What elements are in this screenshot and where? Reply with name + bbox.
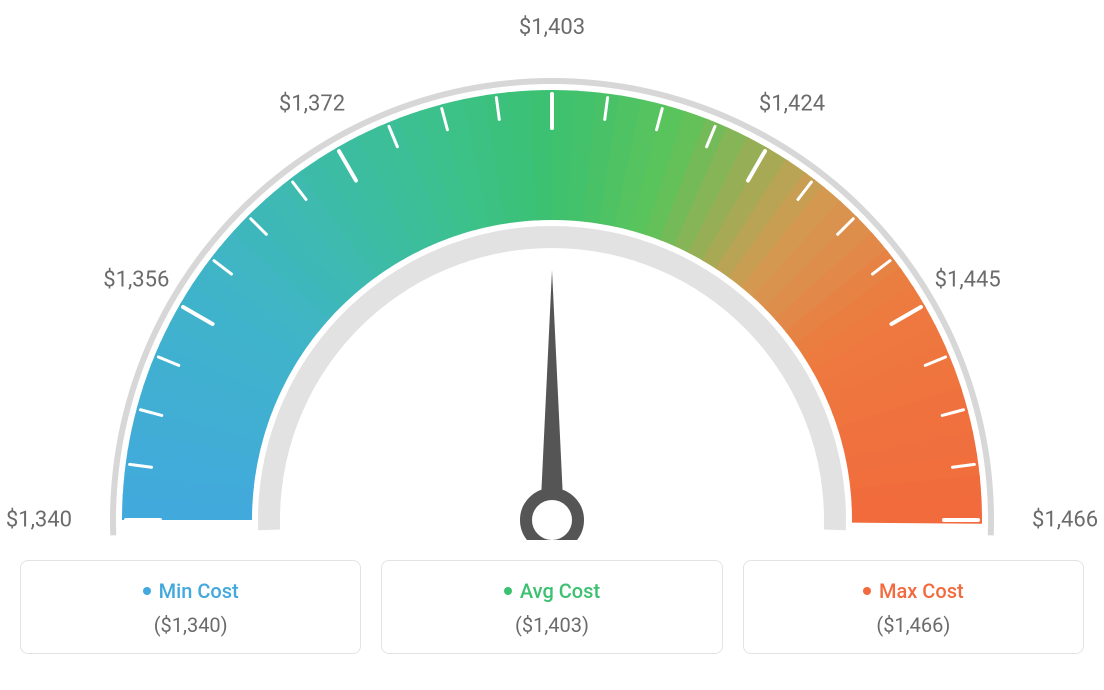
avg-cost-title: Avg Cost bbox=[504, 579, 600, 603]
gauge-tick-label: $1,372 bbox=[279, 92, 345, 117]
gauge-tick-label: $1,424 bbox=[759, 92, 825, 117]
max-cost-dot bbox=[863, 587, 871, 595]
avg-cost-value: ($1,403) bbox=[402, 613, 701, 637]
gauge-tick-label: $1,356 bbox=[103, 268, 169, 293]
min-cost-label: Min Cost bbox=[159, 579, 239, 603]
summary-cards: Min Cost ($1,340) Avg Cost ($1,403) Max … bbox=[20, 560, 1084, 654]
avg-cost-dot bbox=[504, 587, 512, 595]
avg-cost-card: Avg Cost ($1,403) bbox=[381, 560, 722, 654]
gauge-tick-label: $1,403 bbox=[519, 15, 585, 40]
gauge-tick-label: $1,466 bbox=[1032, 508, 1098, 533]
min-cost-dot bbox=[143, 587, 151, 595]
gauge-chart: $1,340$1,356$1,372$1,403$1,424$1,445$1,4… bbox=[20, 20, 1084, 540]
gauge-tick-label: $1,340 bbox=[6, 508, 72, 533]
min-cost-title: Min Cost bbox=[143, 579, 239, 603]
max-cost-label: Max Cost bbox=[879, 579, 964, 603]
max-cost-title: Max Cost bbox=[863, 579, 964, 603]
max-cost-value: ($1,466) bbox=[764, 613, 1063, 637]
min-cost-card: Min Cost ($1,340) bbox=[20, 560, 361, 654]
gauge-tick-label: $1,445 bbox=[935, 268, 1001, 293]
avg-cost-label: Avg Cost bbox=[520, 579, 600, 603]
gauge-svg bbox=[20, 20, 1084, 540]
max-cost-card: Max Cost ($1,466) bbox=[743, 560, 1084, 654]
min-cost-value: ($1,340) bbox=[41, 613, 340, 637]
